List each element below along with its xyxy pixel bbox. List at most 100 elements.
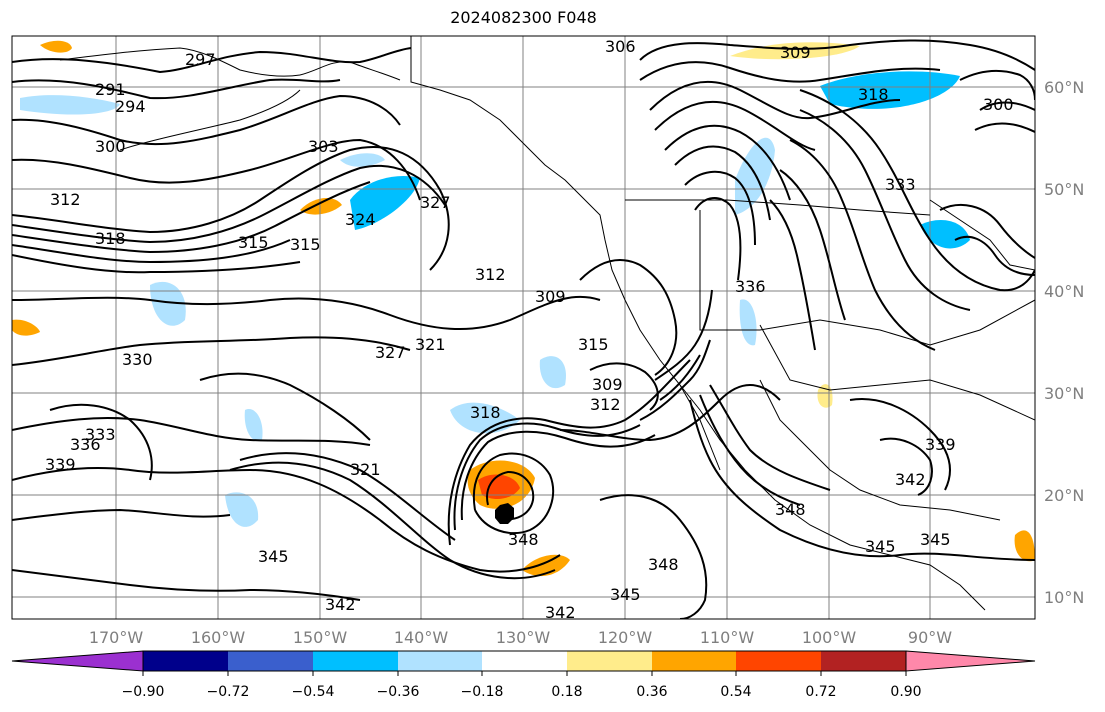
patch-negative: [735, 137, 775, 215]
contour-label: 318: [95, 229, 126, 248]
contour-label: 348: [508, 530, 539, 549]
contour-label: 330: [122, 350, 153, 369]
colorbar-extend-low: [11, 650, 144, 672]
contour-label: 327: [420, 193, 451, 212]
graticule: [12, 36, 1035, 619]
contour-label: 348: [648, 555, 679, 574]
colorbar-segment: [398, 651, 482, 671]
coastlines: [59, 36, 1035, 611]
patch-negative: [150, 281, 186, 326]
lon-label: 130°W: [496, 628, 551, 647]
colorbar-tick-label: −0.72: [207, 684, 250, 700]
colorbar-tick-label: 0.54: [720, 684, 751, 700]
patch-positive: [478, 474, 520, 500]
contour-label: 312: [475, 265, 506, 284]
contour-label: 318: [470, 403, 501, 422]
contour-label: 345: [258, 547, 289, 566]
lat-label: 60°N: [1044, 78, 1084, 97]
contour-label: 309: [535, 287, 566, 306]
map-title: 2024082300 F048: [450, 8, 597, 27]
colorbar-segment: [143, 651, 228, 671]
colorbar-extend-high: [905, 650, 1036, 672]
lat-label: 10°N: [1044, 588, 1084, 607]
lon-label: 140°W: [394, 628, 449, 647]
colorbar-tick-label: 0.72: [805, 684, 836, 700]
contour-label: 312: [50, 190, 81, 209]
contour-label: 315: [290, 235, 321, 254]
contour-label: 300: [983, 95, 1014, 114]
contour-value-labels: 291 294 297 300 303 306 309 312 312 315 …: [45, 37, 1014, 622]
patch-negative: [450, 402, 520, 434]
contour-lines: [12, 39, 1035, 619]
colorbar-tick-label: 0.36: [636, 684, 667, 700]
contour-label: 342: [895, 470, 926, 489]
patch-negative: [539, 356, 566, 389]
lon-label: 90°W: [908, 628, 952, 647]
colorbar-tick-label: 0.90: [890, 684, 921, 700]
lat-label: 20°N: [1044, 486, 1084, 505]
contour-label: 321: [415, 335, 446, 354]
colorbar-frame: [142, 650, 907, 672]
colorbar-segment: [482, 651, 567, 671]
colorbar-tick-label: −0.18: [461, 684, 504, 700]
colorbar-segment: [821, 651, 906, 671]
patch-positive: [40, 40, 72, 53]
patch-positive: [1014, 530, 1035, 562]
contour-label: 333: [885, 175, 916, 194]
lon-label: 150°W: [293, 628, 348, 647]
patch-negative: [739, 299, 757, 346]
patch-positive: [522, 554, 570, 577]
lat-label: 30°N: [1044, 384, 1084, 403]
colorbar-tick-label: −0.90: [122, 684, 165, 700]
latitude-labels: 60°N 50°N 40°N 30°N 20°N 10°N: [1044, 78, 1084, 607]
colorbar-segment: [567, 651, 652, 671]
lon-label: 110°W: [700, 628, 755, 647]
patch-negative: [244, 409, 263, 441]
contour-label: 309: [780, 43, 811, 62]
contour-label: 339: [45, 455, 76, 474]
colorbar-segment: [736, 651, 821, 671]
colorbar-ticks: [142, 671, 907, 676]
lon-label: 160°W: [191, 628, 246, 647]
contour-label: 336: [70, 435, 101, 454]
contour-label: 327: [375, 343, 406, 362]
contour-label: 315: [238, 233, 269, 252]
contour-label: 339: [925, 435, 956, 454]
contour-label: 294: [115, 97, 146, 116]
colorbar-tick-label: −0.54: [292, 684, 335, 700]
patch-negative: [225, 492, 259, 527]
contour-label: 306: [605, 37, 636, 56]
map-frame: [11, 35, 1036, 620]
colorbar-segment: [652, 651, 736, 671]
colorbar: −0.90 −0.72 −0.54 −0.36 −0.18 0.18 0.36 …: [11, 650, 1036, 700]
contour-label: 315: [578, 335, 609, 354]
contour-label: 345: [610, 585, 641, 604]
contour-label: 309: [592, 375, 623, 394]
longitude-labels: 170°W 160°W 150°W 140°W 130°W 120°W 110°…: [89, 628, 952, 647]
contour-label: 342: [325, 595, 356, 614]
contour-label: 336: [735, 277, 766, 296]
patch-positive: [12, 319, 40, 336]
contour-label: 297: [185, 50, 216, 69]
contour-label: 312: [590, 395, 621, 414]
contour-label: 291: [95, 80, 126, 99]
contour-label: 345: [865, 537, 896, 556]
contour-label: 324: [345, 210, 376, 229]
contour-label: 333: [85, 425, 116, 444]
contour-label: 300: [95, 137, 126, 156]
lon-label: 120°W: [598, 628, 653, 647]
contour-label: 321: [350, 460, 381, 479]
patch-negative: [350, 176, 420, 230]
contour-label: 348: [775, 500, 806, 519]
colorbar-segment: [313, 651, 398, 671]
contour-label: 318: [858, 85, 889, 104]
patch-negative: [20, 95, 120, 115]
contour-label: 303: [308, 137, 339, 156]
patch-negative: [340, 153, 385, 167]
lat-label: 50°N: [1044, 180, 1084, 199]
lat-label: 40°N: [1044, 282, 1084, 301]
colorbar-segment: [228, 651, 313, 671]
lon-label: 100°W: [802, 628, 857, 647]
contour-label: 342: [545, 603, 576, 622]
